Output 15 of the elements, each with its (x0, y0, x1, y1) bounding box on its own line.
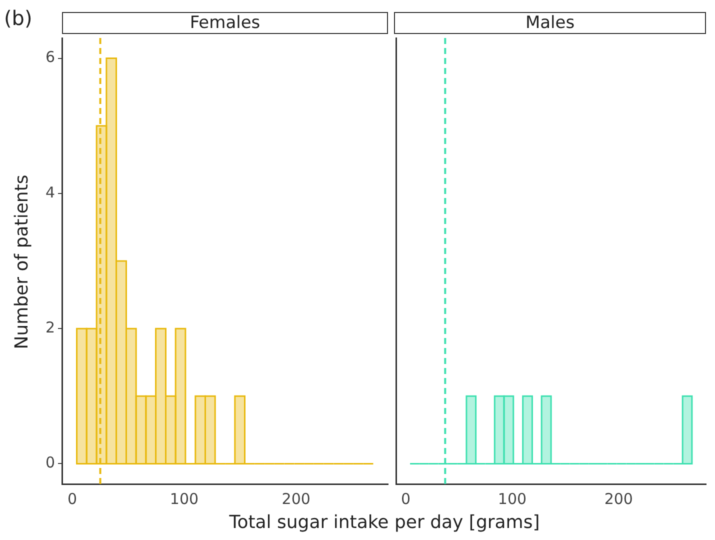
x-tick-label: 200 (282, 490, 310, 508)
y-tick-label: 4 (45, 183, 55, 202)
y-tick-label: 6 (45, 48, 55, 66)
x-axis-title: Total sugar intake per day [grams] (228, 512, 541, 533)
x-tick-label: 0 (401, 490, 411, 508)
y-tick-label: 2 (45, 318, 55, 336)
y-axis-title: Number of patients (12, 174, 32, 350)
text: (b) (4, 6, 32, 30)
x-tick-label: 200 (604, 490, 633, 508)
x-tick-label: 100 (498, 490, 527, 508)
chart-title: Males (394, 12, 706, 34)
y-tick-label: 0 (45, 454, 55, 472)
chart-title: Females (62, 12, 388, 34)
x-tick-label: 0 (68, 490, 78, 508)
x-tick-label: 100 (170, 490, 199, 508)
